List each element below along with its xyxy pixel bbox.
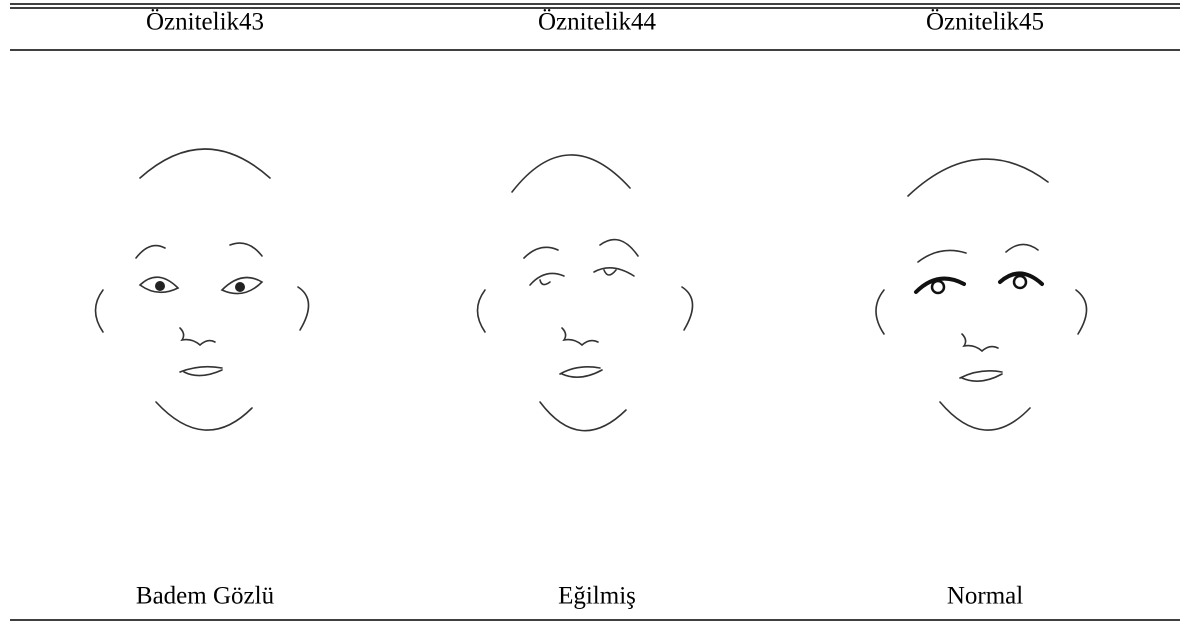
- row-label: Normal: [947, 583, 1023, 610]
- face-drawing: [476, 154, 694, 432]
- column-header: Öznitelik44: [538, 9, 657, 36]
- face-drawing: [94, 148, 310, 431]
- row-label: Eğilmiş: [558, 583, 636, 610]
- column-header: Öznitelik45: [926, 9, 1044, 36]
- row-label: Badem Gözlü: [136, 583, 275, 610]
- face-drawing: [875, 158, 1088, 431]
- column-header: Öznitelik43: [146, 9, 264, 36]
